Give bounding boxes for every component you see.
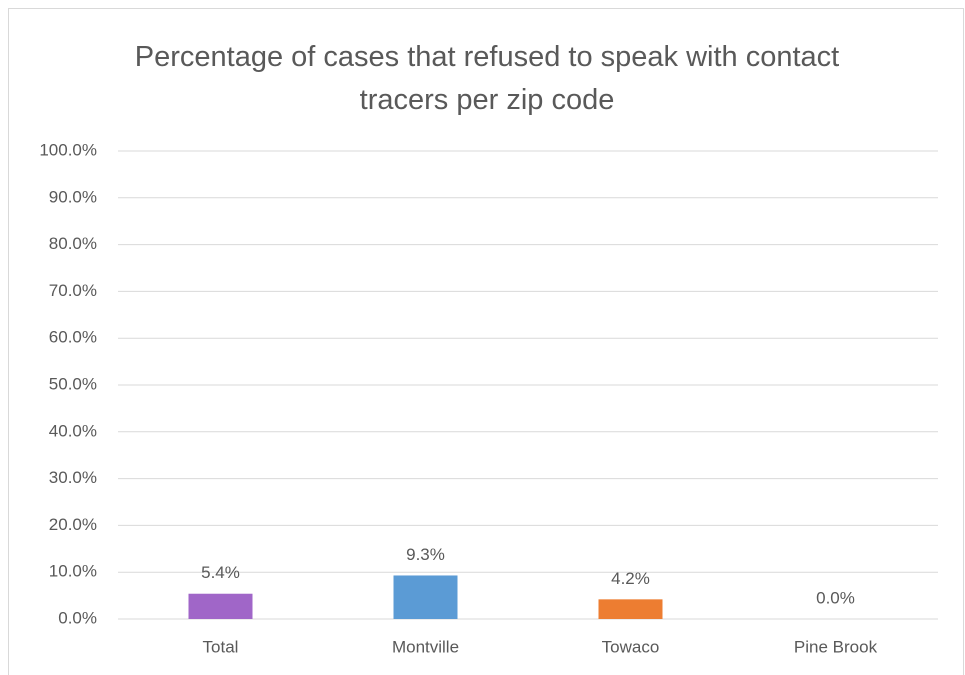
y-tick-label: 60.0% (49, 328, 97, 347)
bar (188, 593, 253, 619)
y-tick-label: 50.0% (49, 374, 97, 393)
x-tick-label: Montville (392, 637, 459, 656)
y-tick-label: 80.0% (49, 234, 97, 253)
bar (598, 599, 663, 619)
y-tick-label: 0.0% (58, 608, 97, 627)
bar (393, 575, 458, 619)
x-tick-label: Pine Brook (794, 637, 878, 656)
y-tick-label: 20.0% (49, 515, 97, 534)
x-tick-label: Total (203, 637, 239, 656)
data-label: 5.4% (201, 563, 240, 582)
data-label: 0.0% (816, 588, 855, 607)
y-tick-label: 10.0% (49, 562, 97, 581)
data-label: 9.3% (406, 545, 445, 564)
x-tick-label: Towaco (602, 637, 660, 656)
y-tick-label: 30.0% (49, 468, 97, 487)
y-tick-label: 100.0% (39, 140, 97, 159)
data-label: 4.2% (611, 569, 650, 588)
y-tick-label: 70.0% (49, 281, 97, 300)
y-tick-label: 40.0% (49, 421, 97, 440)
y-tick-label: 90.0% (49, 187, 97, 206)
chart-title: Percentage of cases that refused to spea… (134, 41, 840, 116)
chart-border (8, 8, 964, 675)
